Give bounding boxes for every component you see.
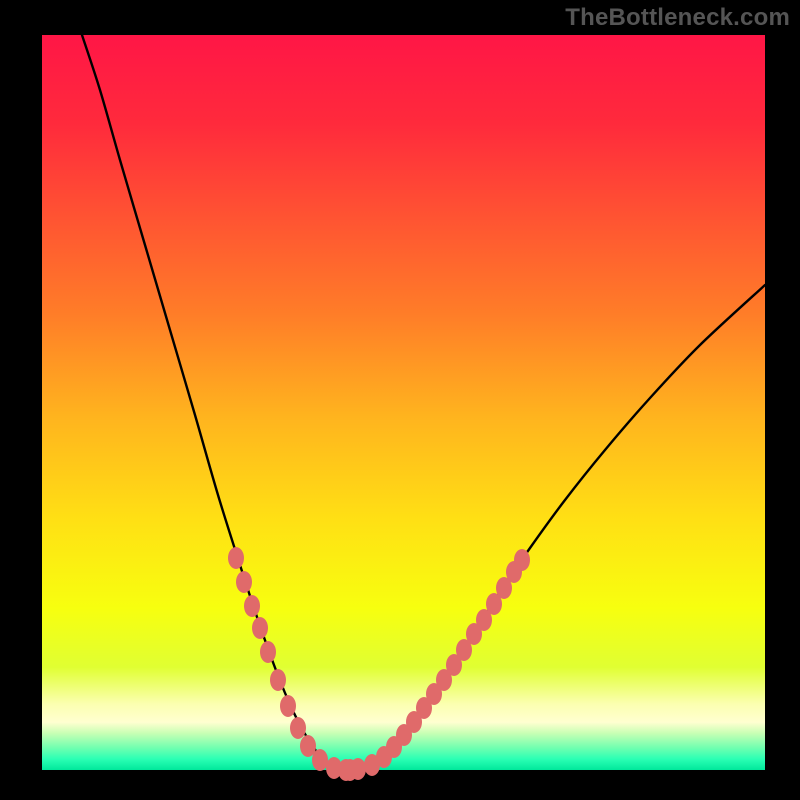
- data-point: [236, 571, 252, 593]
- watermark-text: TheBottleneck.com: [565, 4, 790, 32]
- data-point: [270, 669, 286, 691]
- data-point: [252, 617, 268, 639]
- data-point: [244, 595, 260, 617]
- chart-svg: [0, 0, 800, 800]
- data-point: [290, 717, 306, 739]
- data-point: [350, 758, 366, 780]
- data-point: [514, 549, 530, 571]
- data-point: [228, 547, 244, 569]
- plot-background: [42, 35, 765, 770]
- data-point: [312, 749, 328, 771]
- data-point: [280, 695, 296, 717]
- chart-root: TheBottleneck.com: [0, 0, 800, 800]
- data-point: [260, 641, 276, 663]
